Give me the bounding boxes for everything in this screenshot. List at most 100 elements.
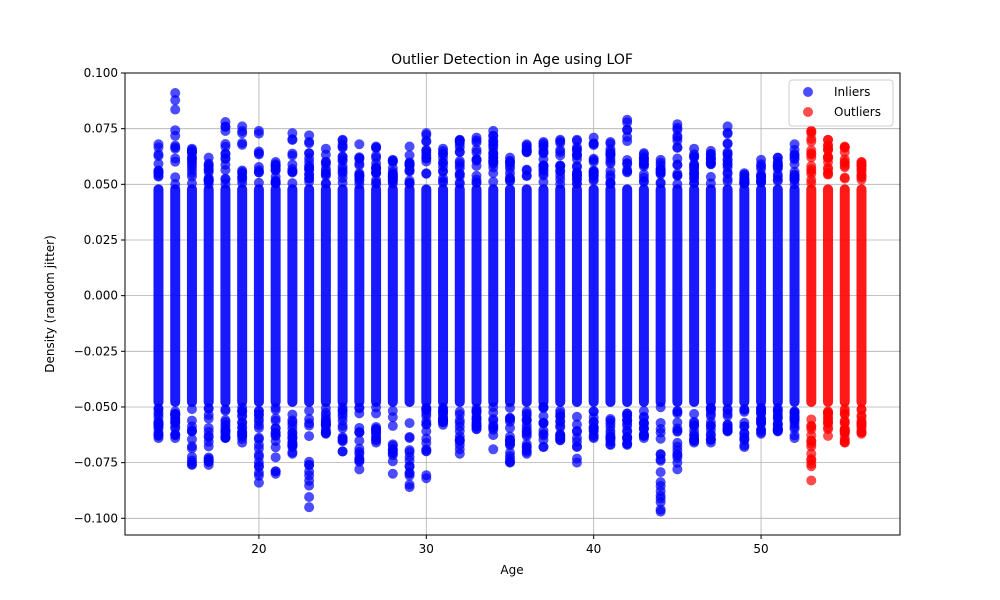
scatter-point-min — [320, 428, 331, 439]
scatter-point — [655, 402, 666, 413]
scatter-point — [371, 424, 382, 435]
scatter-point-max — [438, 143, 449, 154]
scatter-point — [170, 142, 181, 153]
scatter-point — [404, 159, 415, 170]
scatter-point-max — [856, 157, 867, 168]
y-tick-label: 0.050 — [84, 177, 118, 191]
scatter-point — [186, 426, 197, 437]
scatter-point — [739, 178, 750, 189]
scatter-point — [186, 178, 197, 189]
scatter-point — [521, 431, 532, 442]
scatter-point — [387, 456, 398, 467]
scatter-point — [839, 415, 850, 426]
scatter-point — [739, 417, 750, 428]
scatter-point — [839, 425, 850, 436]
x-tick-label: 50 — [753, 542, 768, 556]
scatter-point — [203, 403, 214, 414]
scatter-point — [571, 411, 582, 422]
scatter-point — [287, 166, 298, 177]
scatter-point — [622, 166, 633, 177]
scatter-points — [153, 88, 867, 517]
scatter-point-min — [605, 439, 616, 450]
scatter-point-max — [304, 130, 315, 141]
scatter-point-max — [839, 141, 850, 152]
scatter-point — [806, 133, 817, 144]
point-column-core — [488, 184, 499, 407]
scatter-point — [806, 166, 817, 177]
scatter-point — [538, 434, 549, 445]
scatter-point — [672, 417, 683, 428]
scatter-point-min — [555, 435, 566, 446]
point-column-core — [337, 184, 348, 407]
scatter-point-max — [337, 134, 348, 145]
scatter-point — [504, 402, 515, 413]
legend-box — [788, 79, 894, 127]
scatter-point — [722, 408, 733, 419]
y-tick-label: −0.100 — [74, 511, 118, 525]
scatter-point — [722, 147, 733, 158]
scatter-point — [471, 155, 482, 166]
scatter-point — [270, 423, 281, 434]
scatter-point — [387, 412, 398, 423]
scatter-point — [772, 163, 783, 174]
scatter-point-max — [186, 143, 197, 154]
scatter-point-max — [823, 134, 834, 145]
point-column-core — [153, 184, 164, 407]
scatter-point — [756, 417, 767, 428]
scatter-point-min — [354, 464, 365, 475]
scatter-point — [605, 177, 616, 188]
scatter-point — [705, 153, 716, 164]
scatter-point-max — [538, 137, 549, 148]
scatter-point-max — [705, 145, 716, 156]
scatter-point — [806, 454, 817, 465]
scatter-point-max — [588, 132, 599, 143]
scatter-point-max — [170, 88, 181, 99]
scatter-point — [354, 427, 365, 438]
scatter-point-max — [622, 114, 633, 125]
scatter-point — [253, 177, 264, 188]
point-column-core — [170, 184, 181, 407]
scatter-point-min — [839, 437, 850, 448]
scatter-point — [220, 173, 231, 184]
scatter-point — [555, 416, 566, 427]
scatter-point — [454, 147, 465, 158]
scatter-point — [220, 404, 231, 415]
scatter-point — [823, 169, 834, 180]
scatter-point-min — [772, 426, 783, 437]
scatter-point — [588, 166, 599, 177]
scatter-point-min — [186, 459, 197, 470]
scatter-point-min — [722, 426, 733, 437]
scatter-point — [538, 418, 549, 429]
point-column-core — [521, 184, 532, 407]
scatter-point — [253, 149, 264, 160]
scatter-point-min — [823, 430, 834, 441]
scatter-point — [220, 126, 231, 137]
scatter-point — [555, 160, 566, 171]
scatter-point — [504, 431, 515, 442]
scatter-point — [354, 448, 365, 459]
scatter-point — [454, 417, 465, 428]
scatter-point-min — [655, 506, 666, 517]
scatter-point — [186, 443, 197, 454]
scatter-point — [186, 168, 197, 179]
point-column-core — [555, 184, 566, 407]
scatter-point-min — [622, 439, 633, 450]
scatter-point — [438, 175, 449, 186]
scatter-point — [806, 424, 817, 435]
scatter-point — [337, 408, 348, 419]
scatter-point — [839, 157, 850, 168]
scatter-point — [170, 417, 181, 428]
scatter-point — [270, 452, 281, 463]
scatter-point — [772, 405, 783, 416]
point-column-core — [186, 184, 197, 407]
scatter-point — [839, 173, 850, 184]
legend-label-outliers: Outliers — [834, 105, 881, 119]
scatter-point — [672, 405, 683, 416]
scatter-point — [337, 154, 348, 165]
scatter-point-max — [689, 143, 700, 154]
scatter-point-min — [421, 473, 432, 484]
scatter-point-min — [705, 437, 716, 448]
scatter-point — [253, 422, 264, 433]
scatter-point-min — [371, 437, 382, 448]
scatter-point — [471, 411, 482, 422]
